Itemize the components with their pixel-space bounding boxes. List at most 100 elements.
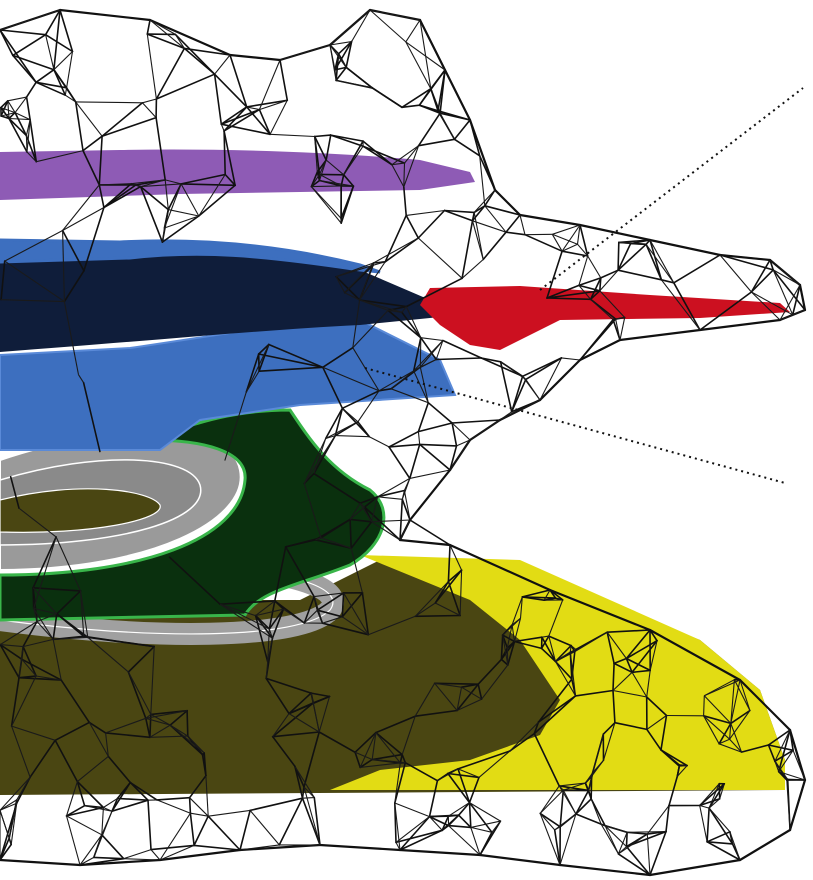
mesh-edge bbox=[772, 269, 794, 316]
mesh-edge bbox=[139, 185, 164, 243]
mesh-edge bbox=[123, 849, 152, 860]
mesh-edge bbox=[388, 443, 421, 448]
mesh-edge bbox=[472, 220, 507, 233]
mesh-edge bbox=[33, 536, 57, 609]
mesh-edge bbox=[77, 755, 109, 783]
mesh-edge bbox=[539, 785, 560, 814]
mesh-edge bbox=[246, 106, 260, 111]
mesh-edge bbox=[368, 615, 416, 636]
mesh-edge bbox=[767, 744, 776, 763]
mesh-edge bbox=[405, 19, 421, 43]
mesh-edge bbox=[150, 713, 171, 726]
mesh-edge bbox=[600, 823, 628, 833]
mesh-edge bbox=[406, 209, 445, 216]
mesh-edge bbox=[401, 753, 407, 764]
mesh-edge bbox=[335, 262, 374, 278]
mesh-edge bbox=[719, 254, 775, 271]
mesh-edge bbox=[448, 825, 481, 856]
mesh-outline-edge bbox=[443, 68, 472, 122]
mesh-edge bbox=[18, 675, 37, 679]
mesh-edge bbox=[524, 233, 563, 252]
mesh-edge bbox=[598, 277, 602, 292]
mesh-edge bbox=[351, 9, 371, 42]
mesh-edge bbox=[606, 631, 615, 665]
mesh-edge bbox=[547, 635, 572, 647]
mesh-edge bbox=[391, 164, 405, 188]
mesh-edge bbox=[313, 796, 321, 846]
mesh-edge bbox=[552, 233, 578, 245]
mesh-edge bbox=[129, 781, 158, 801]
mesh-edge bbox=[340, 185, 355, 224]
mesh-edge bbox=[349, 518, 373, 523]
mesh-edge bbox=[335, 79, 373, 89]
mesh-edge bbox=[408, 443, 421, 480]
mesh-edge bbox=[223, 130, 226, 176]
mesh-edge bbox=[0, 260, 6, 301]
mesh-edge bbox=[391, 162, 405, 166]
mesh-edge bbox=[319, 173, 342, 187]
mesh-edge bbox=[220, 123, 271, 136]
mesh-edge bbox=[369, 9, 421, 21]
mesh-edge bbox=[729, 710, 751, 740]
mesh-edge bbox=[329, 9, 371, 46]
mesh-edge bbox=[499, 360, 513, 413]
mesh-edge bbox=[698, 782, 726, 807]
mesh-edge bbox=[706, 807, 710, 843]
mesh-edge bbox=[665, 804, 670, 833]
mesh-edge bbox=[418, 104, 439, 112]
mesh-outline-edge bbox=[448, 543, 552, 592]
mesh-edge bbox=[539, 357, 562, 401]
mesh-edge bbox=[703, 715, 720, 745]
mesh-edge bbox=[268, 608, 285, 630]
mesh-edge bbox=[223, 130, 236, 187]
mesh-edge bbox=[612, 689, 647, 698]
mesh-edge bbox=[76, 780, 105, 809]
mesh-edge bbox=[357, 420, 371, 438]
mesh-edge bbox=[0, 621, 38, 646]
mesh-edge bbox=[0, 107, 16, 114]
mesh-edge bbox=[447, 772, 471, 804]
mesh-edge bbox=[617, 241, 620, 272]
mesh-edge bbox=[78, 374, 85, 383]
mesh-edge bbox=[350, 520, 373, 550]
mesh-edge bbox=[470, 826, 493, 833]
mesh-edge bbox=[64, 87, 68, 96]
mesh-edge bbox=[371, 732, 377, 760]
mesh-edge bbox=[343, 145, 364, 176]
mesh-edge bbox=[127, 645, 155, 673]
mesh-edge bbox=[325, 159, 345, 176]
mesh-edge bbox=[409, 469, 451, 479]
mesh-edge bbox=[541, 635, 549, 638]
mesh-edge bbox=[193, 815, 209, 847]
mesh-edge bbox=[66, 815, 103, 836]
mesh-edge bbox=[359, 502, 365, 508]
mesh-edge bbox=[254, 614, 271, 630]
mesh-edge bbox=[341, 591, 364, 618]
mesh-edge bbox=[500, 361, 527, 380]
mesh-edge bbox=[461, 686, 482, 700]
mesh-edge bbox=[541, 636, 557, 663]
mesh-edge bbox=[352, 299, 361, 348]
mesh-edge bbox=[590, 298, 614, 321]
mesh-edge bbox=[258, 366, 324, 373]
mesh-edge bbox=[579, 224, 589, 257]
mesh-edge bbox=[363, 506, 401, 541]
mesh-outline-edge bbox=[58, 8, 152, 22]
mesh-edge bbox=[53, 68, 77, 103]
mesh-edge bbox=[511, 596, 523, 626]
mesh-edge bbox=[698, 797, 721, 807]
mesh-edge bbox=[303, 731, 321, 788]
mesh-edge bbox=[575, 789, 590, 815]
mesh-edge bbox=[401, 716, 416, 755]
mesh-edge bbox=[417, 237, 463, 279]
mesh-edge bbox=[18, 646, 24, 678]
mesh-edge bbox=[457, 768, 480, 778]
mesh-edge bbox=[371, 753, 404, 761]
mesh-outline-edge bbox=[648, 628, 742, 682]
mesh-edge bbox=[63, 269, 85, 303]
mesh-edge bbox=[470, 827, 481, 856]
mesh-edge bbox=[703, 715, 730, 740]
mesh-edge bbox=[229, 54, 248, 108]
mesh-edge bbox=[219, 603, 256, 617]
mesh-edge bbox=[375, 732, 401, 764]
